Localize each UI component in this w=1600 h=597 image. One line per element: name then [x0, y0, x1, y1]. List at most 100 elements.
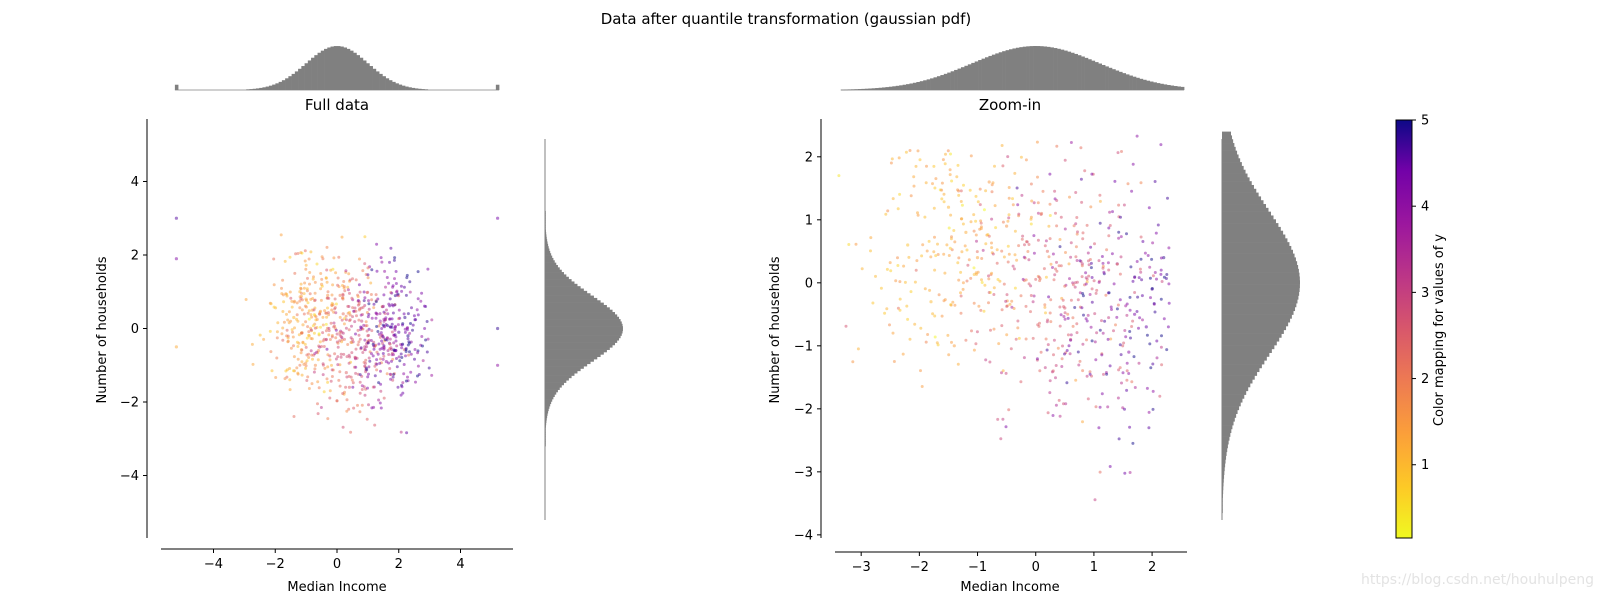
- zoom-in-point: [1131, 441, 1135, 445]
- full-data-point: [309, 297, 313, 301]
- full-data-point: [373, 364, 377, 368]
- zoom-in-top-histogram-bar: [1112, 69, 1116, 90]
- zoom-in-point: [1074, 245, 1078, 249]
- zoom-in-top-histogram-bar: [1166, 85, 1171, 90]
- full-data-point: [385, 372, 389, 376]
- full-data-point: [307, 330, 311, 334]
- full-data-point: [356, 303, 360, 307]
- zoom-in-point: [1131, 279, 1135, 283]
- zoom-in-point: [898, 192, 902, 196]
- zoom-in-point: [980, 278, 983, 282]
- zoom-in-point: [1084, 271, 1088, 275]
- zoom-in-top-histogram-bar: [998, 52, 1003, 90]
- zoom-in-point: [969, 276, 973, 280]
- full-data-point: [387, 353, 391, 356]
- full-data-point: [321, 315, 325, 319]
- full-data-point: [353, 306, 357, 310]
- zoom-in-point: [936, 242, 939, 246]
- zoom-in-point: [1029, 182, 1033, 186]
- zoom-in-point: [1005, 333, 1009, 337]
- zoom-in-point: [1063, 311, 1067, 315]
- full-data-point: [404, 348, 408, 351]
- full-data-point: [279, 233, 283, 237]
- full-data-point: [286, 336, 290, 340]
- full-data-y-tick-label: 0: [131, 322, 139, 337]
- zoom-in-point: [1069, 333, 1073, 337]
- full-data-point: [313, 291, 317, 295]
- full-data-top-histogram-bar: [330, 46, 335, 90]
- zoom-in-point: [1132, 355, 1136, 359]
- full-data-point: [335, 332, 339, 336]
- zoom-in-point: [1162, 256, 1166, 260]
- zoom-in-point: [956, 261, 960, 265]
- zoom-in-point: [1165, 348, 1169, 352]
- zoom-in-point: [1131, 162, 1135, 166]
- full-data-point: [354, 365, 358, 369]
- full-data-point: [399, 352, 403, 356]
- zoom-in-point: [1133, 275, 1137, 279]
- zoom-in-point: [1062, 402, 1065, 406]
- full-data-right-histogram-bar: [545, 335, 621, 339]
- full-data-point: [387, 281, 391, 285]
- full-data-point: [382, 319, 386, 323]
- zoom-in-point: [1109, 337, 1113, 341]
- full-data-point: [361, 351, 365, 354]
- zoom-in-point: [1138, 267, 1142, 271]
- full-data-point: [338, 293, 342, 297]
- full-data-point: [333, 306, 337, 310]
- full-data-point: [416, 313, 420, 317]
- full-data-point: [330, 368, 334, 372]
- zoom-in-point: [990, 241, 993, 245]
- full-data-point: [379, 369, 382, 373]
- zoom-in-right-histogram-bar: [1222, 238, 1288, 243]
- full-data-point: [397, 308, 401, 312]
- full-data-top-histogram-bar: [291, 73, 296, 90]
- zoom-in-point: [960, 203, 964, 207]
- zoom-in-point: [1155, 277, 1158, 281]
- full-data-point: [393, 256, 397, 260]
- zoom-in-point: [1148, 265, 1152, 269]
- zoom-in-point: [1005, 224, 1009, 228]
- full-data-right-histogram-bar: [545, 347, 610, 350]
- full-data-point: [318, 312, 321, 316]
- zoom-in-point: [1120, 150, 1123, 153]
- full-data-point: [347, 361, 351, 365]
- zoom-in-right-histogram-bar: [1222, 440, 1229, 445]
- zoom-in-point: [1049, 320, 1053, 324]
- zoom-in-point: [1053, 273, 1057, 277]
- zoom-in-point: [960, 217, 964, 221]
- full-data-point: [354, 278, 358, 282]
- zoom-in-point: [1086, 251, 1090, 255]
- full-data-point: [372, 405, 376, 409]
- zoom-in-point: [1057, 398, 1061, 402]
- zoom-in-point: [1047, 295, 1051, 299]
- full-data-right-histogram-bar: [545, 312, 615, 315]
- full-data-point: [292, 344, 295, 348]
- full-data-point: [341, 292, 345, 296]
- full-data-point: [309, 328, 313, 332]
- full-data-top-histogram-bar: [285, 78, 289, 90]
- zoom-in-point: [974, 219, 978, 223]
- zoom-in-point: [1074, 222, 1078, 226]
- full-data-point: [354, 347, 358, 351]
- zoom-in-point: [935, 341, 939, 345]
- zoom-in-point: [1078, 291, 1082, 295]
- full-data-point: [344, 269, 348, 273]
- full-data-point: [420, 335, 424, 338]
- full-data-point: [174, 257, 178, 261]
- full-data-right-histogram-bar: [545, 333, 622, 336]
- full-data-point: [375, 325, 379, 328]
- zoom-in-right-histogram-bar: [1222, 234, 1286, 239]
- full-data-point: [354, 309, 358, 313]
- zoom-in-right-histogram-bar: [1222, 184, 1254, 190]
- zoom-in-point: [972, 213, 976, 217]
- zoom-in-point: [990, 217, 994, 221]
- zoom-in-right-histogram-bar: [1222, 421, 1234, 426]
- zoom-in-point: [1090, 287, 1094, 291]
- zoom-in-point: [918, 158, 922, 162]
- full-data-point: [339, 355, 343, 359]
- zoom-in-right-histogram-bar: [1222, 143, 1235, 148]
- zoom-in-point: [1055, 144, 1059, 148]
- full-data-top-histogram-bar: [294, 71, 299, 90]
- full-data-point: [345, 409, 349, 413]
